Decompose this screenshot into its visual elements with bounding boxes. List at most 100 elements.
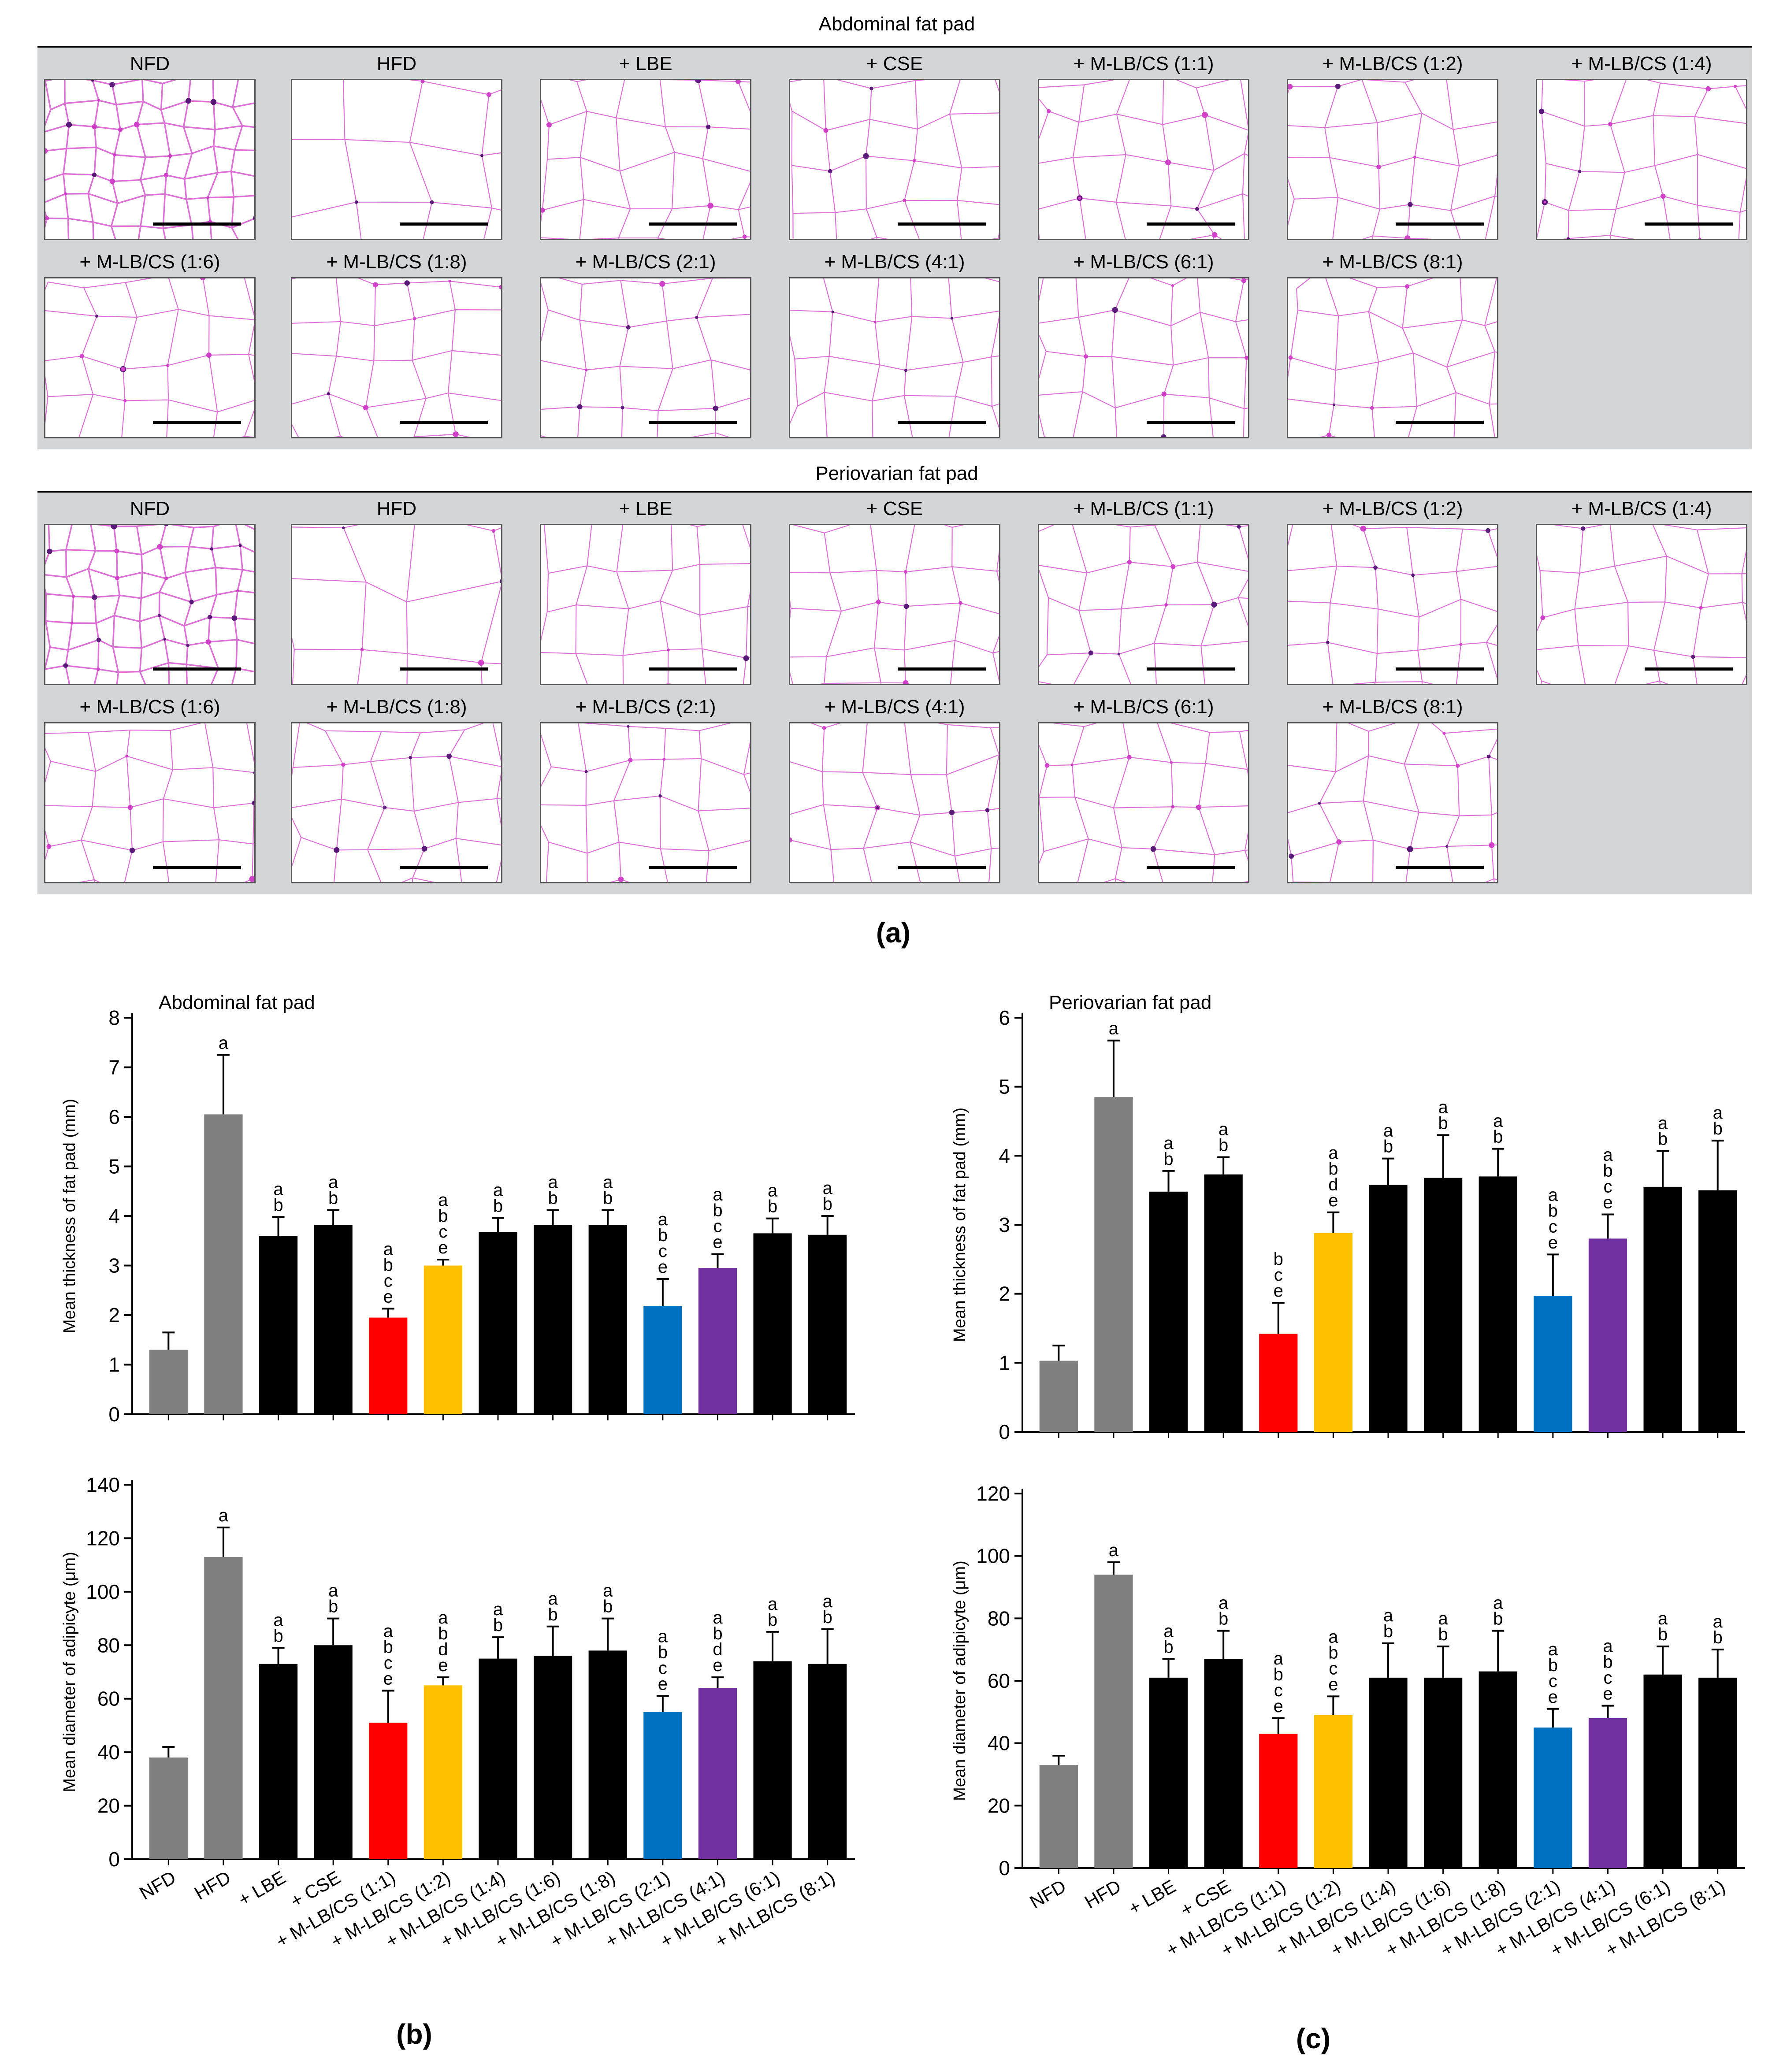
sig-letter: c [438,1222,447,1242]
y-tick-label: 2 [108,1304,120,1327]
periovarian-section-title: Periovarian fat pad [815,463,978,484]
nucleus [658,794,662,798]
nucleus [706,124,711,130]
x-tick-label: HFD [191,1867,234,1904]
sig-letter: b [1383,1137,1393,1156]
sig-letter: a [713,1185,723,1205]
adipocyte-tissue [790,80,999,239]
histology-label: + M-LB/CS (4:1) [824,696,965,718]
nucleus [1698,237,1702,239]
nucleus [667,648,670,652]
nucleus [662,757,666,761]
nucleus [115,575,119,581]
sig-letter: a [823,1179,833,1198]
sig-letter: b [328,1597,338,1616]
cell-membranes [1039,723,1248,882]
sig-letter: e [1548,1233,1558,1252]
chart-c-periovarian-thickness: 0 1 2 3 4 5 6 Mean thickness of fat pad (mm) Per… [951,992,1745,1443]
cell-membranes [45,723,254,882]
sig-letter: a [493,1181,503,1200]
histology-image [1287,524,1498,685]
nucleus [492,529,495,533]
histology-label: + M-LB/CS (6:1) [1073,696,1214,718]
nucleus [876,806,879,809]
scale-bar [153,421,241,424]
histology-label: + LBE [619,498,672,519]
sig-letter: a [219,1033,229,1053]
histology-abdominal-1: HFD [291,51,502,240]
nucleus [453,431,459,437]
adipocyte-tissue [541,723,750,882]
nucleus [186,644,189,647]
bar-11 [753,1661,792,1859]
sig-letter: a [438,1608,448,1627]
adipocyte-tissue [292,723,501,882]
sig-letter: a [1603,1145,1613,1165]
nucleus [903,570,908,574]
sig-letter: d [713,1640,722,1659]
sig-letter: a [768,1594,778,1614]
nucleus [91,80,94,82]
nucleus [1150,846,1156,852]
nucleus [1445,845,1449,848]
scale-bar [898,421,986,424]
sig-letter: c [1603,1668,1612,1688]
bar-3 [314,1645,353,1859]
nucleus [499,285,501,289]
cell-membranes [790,278,999,437]
nucleus [208,219,212,223]
y-tick-label: 80 [97,1634,120,1657]
sig-letter: a [1383,1606,1393,1625]
nucleus [1413,156,1417,159]
scale-bar [1396,866,1484,869]
adipocyte-tissue [790,525,999,684]
bar-4 [369,1723,408,1859]
y-tick-label: 0 [999,1420,1010,1443]
nucleus [1486,529,1490,533]
cell-membranes [1288,278,1497,437]
y-tick-label: 3 [999,1213,1010,1236]
bar-0 [1039,1360,1078,1432]
bar-9 [1534,1296,1572,1432]
nucleus [912,159,916,163]
sig-letter: b [1163,1149,1173,1169]
nucleus [168,154,172,158]
nucleus [157,544,163,550]
nucleus [1245,356,1248,360]
histology-label: + M-LB/CS (1:2) [1322,498,1463,519]
adipocyte-tissue [541,278,750,437]
adipocyte-tissue [1537,525,1746,684]
scale-bar [898,667,986,671]
adipocyte-tissue [1039,80,1248,239]
nucleus [63,663,68,668]
nucleus [707,202,713,209]
histology-image [789,277,1000,438]
bar-10 [1588,1718,1627,1868]
histology-periovarian-8: + M-LB/CS (1:8) [291,694,502,883]
scale-bar [1645,222,1733,226]
nucleus [1202,111,1208,118]
nucleus [1088,650,1093,656]
cell-membranes [292,723,501,882]
nucleus [903,604,909,609]
nucleus [134,122,140,128]
histology-image [1536,524,1747,685]
nucleus [96,638,101,642]
cell-membranes [790,525,999,684]
nucleus [1288,84,1293,90]
histology-image [1287,722,1498,883]
nucleus [372,282,378,288]
nucleus [1360,526,1367,532]
scale-bar [1147,421,1235,424]
y-tick-label: 40 [97,1741,120,1764]
bar-4 [1259,1734,1298,1868]
nucleus [480,154,484,157]
nucleus [959,601,962,605]
histology-abdominal-11: + M-LB/CS (6:1) [1038,249,1249,438]
nucleus [584,770,588,773]
y-tick-label: 60 [988,1669,1010,1692]
sig-letter: a [273,1179,283,1199]
nucleus [1705,86,1711,92]
histology-abdominal-12: + M-LB/CS (8:1) [1287,249,1498,438]
nucleus [189,600,194,604]
